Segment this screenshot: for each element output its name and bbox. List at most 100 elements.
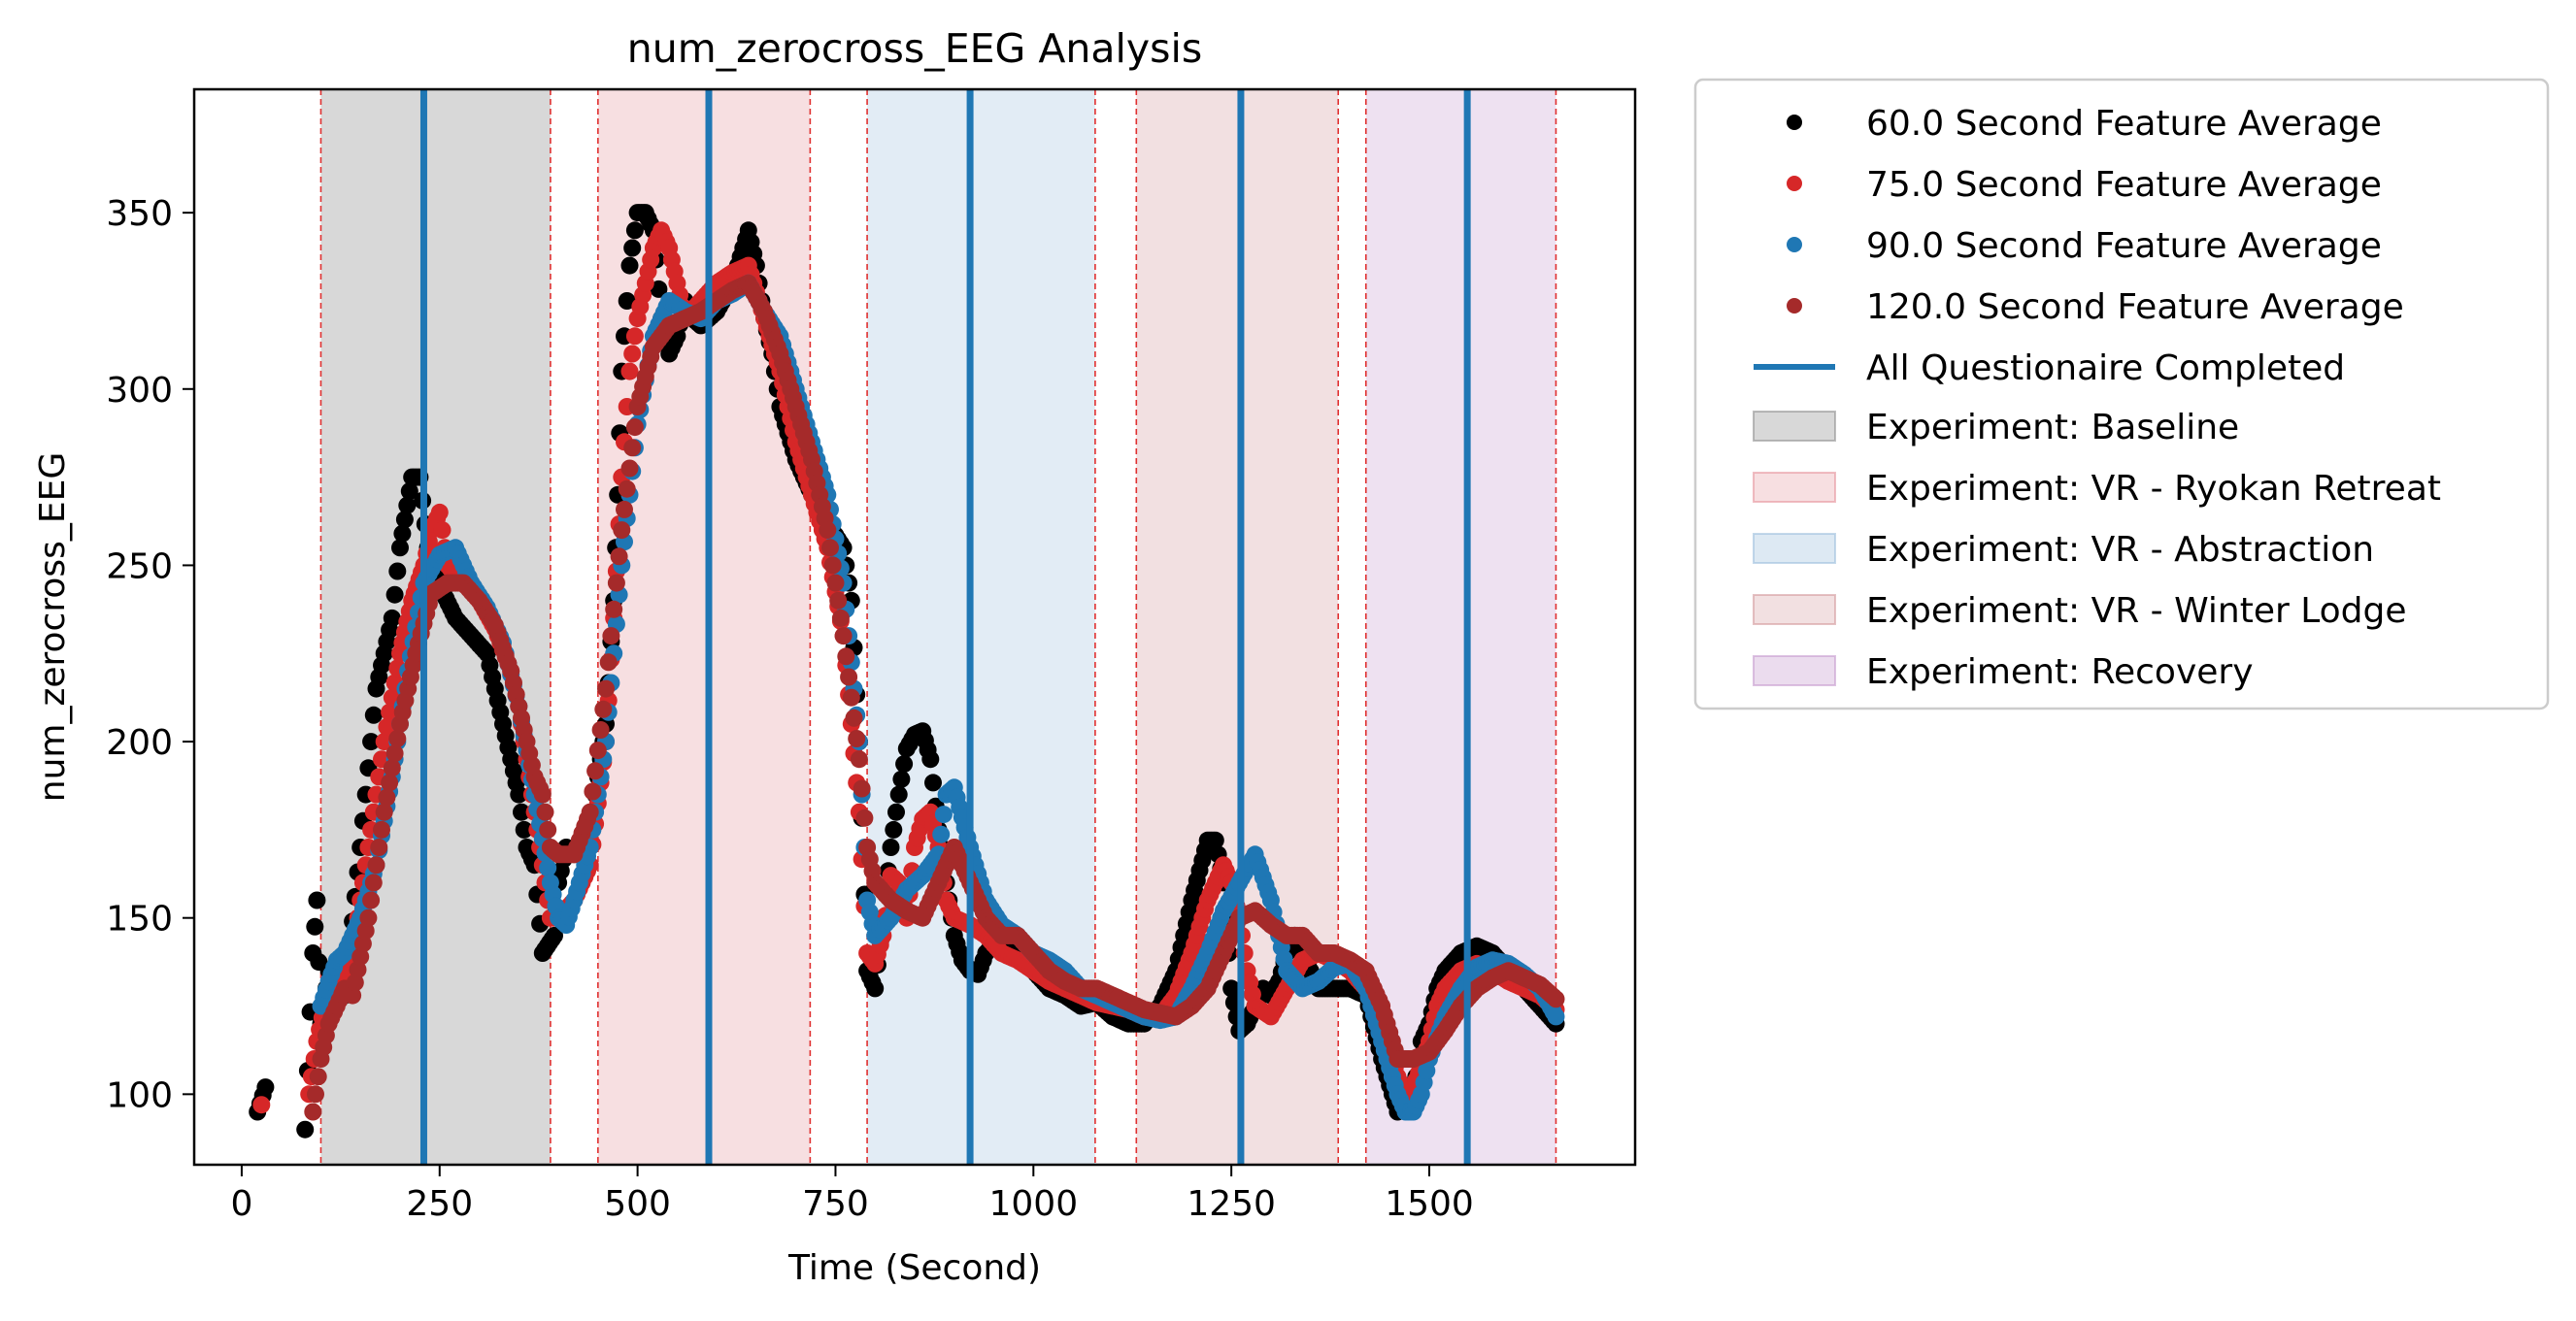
point xyxy=(895,755,913,773)
point xyxy=(388,563,406,580)
point xyxy=(308,892,325,909)
x-tick-label-0: 0 xyxy=(230,1184,252,1224)
legend-label-120s: 120.0 Second Feature Average xyxy=(1866,287,2404,327)
point xyxy=(594,701,612,718)
point xyxy=(827,575,845,592)
point xyxy=(582,804,599,821)
point xyxy=(921,750,939,768)
point xyxy=(1548,990,1565,1007)
point xyxy=(613,521,630,539)
point xyxy=(824,556,842,574)
y-tick-label-4: 300 xyxy=(106,371,173,411)
point xyxy=(626,221,644,239)
x-tick-label-6: 1500 xyxy=(1385,1184,1474,1224)
point xyxy=(846,710,863,727)
point xyxy=(539,821,556,839)
y-axis-label: num_zerocross_EEG xyxy=(33,452,73,803)
legend-marker-75s xyxy=(1787,176,1802,191)
point xyxy=(362,892,380,909)
point xyxy=(623,346,641,363)
point xyxy=(304,1104,321,1121)
point xyxy=(384,610,401,627)
point xyxy=(855,809,873,827)
legend-label-ryokan: Experiment: VR - Ryokan Retreat xyxy=(1866,469,2441,509)
legend-swatch-winter-lodge xyxy=(1754,595,1835,624)
point xyxy=(537,804,554,821)
point xyxy=(386,586,404,604)
point xyxy=(252,1096,270,1113)
point xyxy=(376,804,393,821)
x-tick-label-1: 250 xyxy=(406,1184,473,1224)
point xyxy=(832,610,850,627)
point xyxy=(256,1078,274,1096)
y-tick-label-3: 250 xyxy=(106,546,173,586)
x-tick-label-2: 500 xyxy=(604,1184,671,1224)
legend-label-60s: 60.0 Second Feature Average xyxy=(1866,104,2382,144)
point xyxy=(373,821,390,839)
x-tick-label-4: 1000 xyxy=(988,1184,1078,1224)
legend-marker-60s xyxy=(1787,115,1802,130)
point xyxy=(1548,1007,1565,1025)
point xyxy=(600,653,618,671)
point xyxy=(621,363,639,380)
point xyxy=(384,759,401,776)
point xyxy=(840,669,857,686)
point xyxy=(885,821,902,839)
legend-label-questionnaire: All Questionaire Completed xyxy=(1866,348,2345,388)
point xyxy=(821,539,839,556)
point xyxy=(932,826,950,843)
x-tick-label-3: 750 xyxy=(802,1184,869,1224)
legend-label-abstraction: Experiment: VR - Abstraction xyxy=(1866,530,2374,570)
point xyxy=(381,774,398,791)
point xyxy=(935,806,953,823)
point xyxy=(296,1121,314,1139)
point xyxy=(619,480,636,498)
legend-label-90s: 90.0 Second Feature Average xyxy=(1866,226,2382,266)
point xyxy=(848,730,865,747)
legend-label-baseline: Experiment: Baseline xyxy=(1866,408,2239,447)
point xyxy=(626,327,644,345)
point xyxy=(365,707,383,724)
point xyxy=(621,257,639,275)
legend-label-winter-lodge: Experiment: VR - Winter Lodge xyxy=(1866,591,2407,631)
legend-label-recovery: Experiment: Recovery xyxy=(1866,652,2254,692)
point xyxy=(434,521,452,539)
point xyxy=(605,601,622,618)
y-tick-label-2: 200 xyxy=(106,723,173,763)
y-tick-label-5: 350 xyxy=(106,194,173,234)
phase-region-2 xyxy=(867,89,1095,1165)
point xyxy=(307,1085,324,1103)
point xyxy=(608,575,625,592)
x-axis-label: Time (Second) xyxy=(787,1248,1041,1288)
point xyxy=(611,547,628,565)
point xyxy=(819,521,836,539)
point xyxy=(584,783,601,801)
x-tick-label-5: 1250 xyxy=(1187,1184,1276,1224)
point xyxy=(616,501,633,518)
point xyxy=(866,979,884,997)
legend-label-75s: 75.0 Second Feature Average xyxy=(1866,165,2382,205)
point xyxy=(883,839,900,856)
legend-swatch-abstraction xyxy=(1754,534,1835,563)
point xyxy=(310,1068,327,1085)
point xyxy=(602,627,619,644)
point xyxy=(829,592,847,610)
legend-swatch-baseline xyxy=(1754,412,1835,441)
point xyxy=(853,780,871,798)
point xyxy=(592,721,610,739)
legend-marker-90s xyxy=(1787,237,1802,252)
point xyxy=(365,874,383,891)
point xyxy=(890,786,908,804)
legend: 60.0 Second Feature Average 75.0 Second … xyxy=(1695,80,2548,709)
point xyxy=(623,439,641,456)
point xyxy=(623,240,641,257)
y-tick-label-1: 150 xyxy=(106,900,173,940)
point xyxy=(887,804,905,821)
legend-marker-120s xyxy=(1787,298,1802,314)
point xyxy=(621,460,639,478)
point xyxy=(924,774,942,791)
point xyxy=(306,918,323,936)
point xyxy=(835,627,853,644)
point xyxy=(589,742,607,759)
